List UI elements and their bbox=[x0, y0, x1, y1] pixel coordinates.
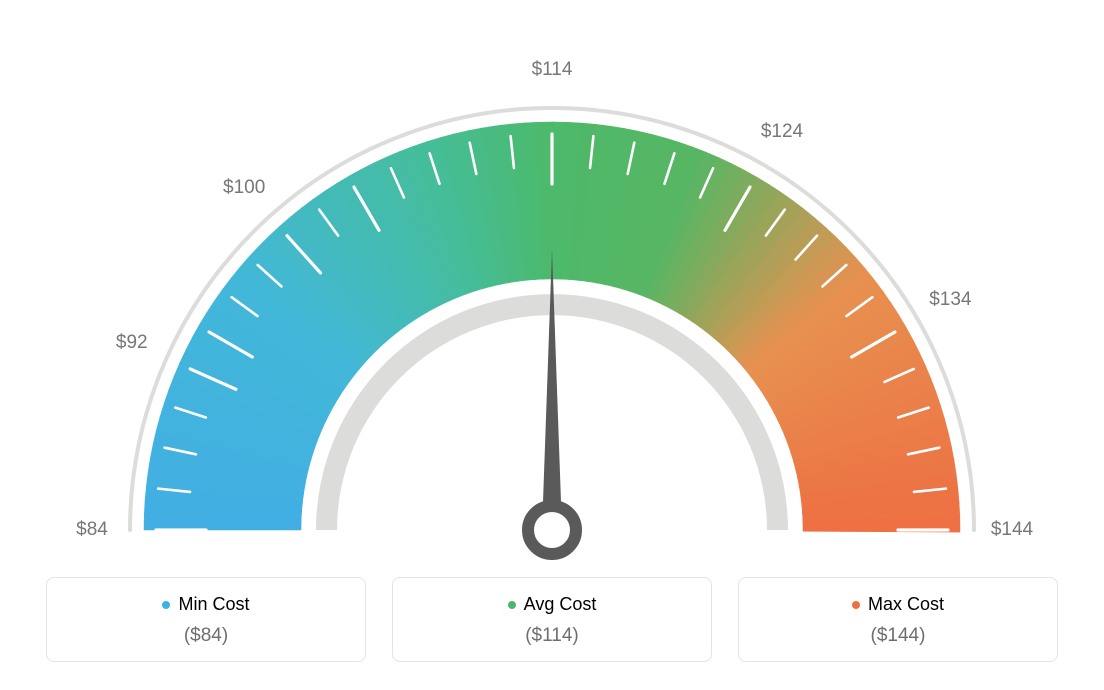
legend-value-max: ($144) bbox=[739, 625, 1057, 647]
legend-dot-avg bbox=[508, 601, 516, 609]
gauge-tick-label: $144 bbox=[991, 519, 1033, 541]
legend-title-max: Max Cost bbox=[852, 594, 944, 615]
legend-title-min: Min Cost bbox=[162, 594, 249, 615]
gauge-tick-label: $114 bbox=[532, 59, 573, 81]
gauge-tick-label: $84 bbox=[76, 519, 108, 541]
legend-value-min: ($84) bbox=[47, 625, 365, 647]
gauge-tick-label: $100 bbox=[223, 177, 265, 199]
gauge-hub bbox=[528, 506, 576, 554]
gauge-tick-label: $124 bbox=[761, 121, 803, 143]
legend-label-min: Min Cost bbox=[178, 594, 249, 615]
legend-dot-min bbox=[162, 601, 170, 609]
gauge-tick-label: $92 bbox=[116, 332, 148, 354]
legend-row: Min Cost ($84) Avg Cost ($114) Max Cost … bbox=[46, 577, 1058, 662]
legend-card-max: Max Cost ($144) bbox=[738, 577, 1058, 662]
legend-value-avg: ($114) bbox=[393, 625, 711, 647]
legend-card-min: Min Cost ($84) bbox=[46, 577, 366, 662]
legend-label-avg: Avg Cost bbox=[524, 594, 597, 615]
gauge-tick-label: $134 bbox=[929, 289, 971, 311]
cost-gauge-chart: $84 $92 $100 $114 $124 $134 $144 bbox=[52, 10, 1052, 585]
legend-title-avg: Avg Cost bbox=[508, 594, 597, 615]
legend-card-avg: Avg Cost ($114) bbox=[392, 577, 712, 662]
legend-label-max: Max Cost bbox=[868, 594, 944, 615]
legend-dot-max bbox=[852, 601, 860, 609]
gauge-svg bbox=[52, 10, 1052, 580]
